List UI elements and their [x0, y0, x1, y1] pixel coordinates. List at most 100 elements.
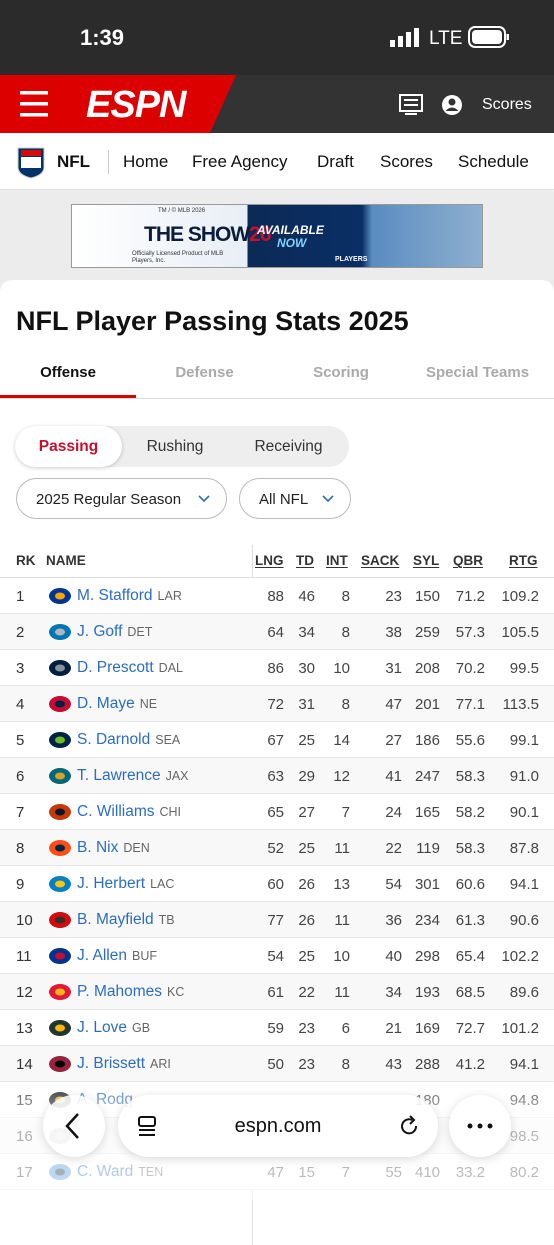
stat-cell: 52 — [267, 840, 284, 857]
stat-cell: 201 — [414, 696, 440, 713]
player-name[interactable]: J. Herbert LAC — [77, 875, 174, 893]
player-link[interactable]: B. Mayfield — [77, 911, 154, 928]
stat-cell: 22 — [298, 984, 315, 1001]
player-name[interactable]: D. Prescott DAL — [77, 659, 183, 677]
player-link[interactable]: P. Mahomes — [77, 983, 163, 1000]
player-name[interactable]: J. Allen BUF — [77, 947, 157, 965]
subtab[interactable]: Rushing — [146, 438, 204, 455]
subtab[interactable]: Receiving — [254, 438, 323, 455]
team-abbr: SEA — [155, 733, 181, 747]
subtab[interactable]: Passing — [15, 426, 122, 467]
espn-header: ESPN Scores — [0, 75, 554, 133]
player-name[interactable]: B. Nix DEN — [77, 839, 150, 857]
rank: 1 — [16, 588, 25, 605]
player-name[interactable]: J. Brissett ARI — [77, 1055, 171, 1073]
table-row: 5 S. Darnold SEA 67 25 14 27 186 55.6 99.1 — [0, 722, 554, 758]
filter-dropdown[interactable]: All NFL — [239, 478, 351, 519]
nav-link[interactable]: Draft — [317, 152, 354, 171]
stat-cell: 14 — [333, 732, 350, 749]
ad-product: THE SHOW26 — [144, 223, 272, 247]
nav-link[interactable]: Free Agency — [192, 152, 288, 171]
stat-cell: 89.6 — [509, 984, 539, 1001]
ad-headline: AVAILABLE — [257, 223, 324, 237]
ad-banner[interactable]: TM / © MLB 2026 THE SHOW26 Officially Li… — [71, 204, 483, 268]
team-abbr: KC — [167, 985, 185, 999]
filter-dropdown[interactable]: 2025 Regular Season — [16, 478, 227, 519]
nav-link[interactable]: Scores — [380, 152, 433, 171]
tab[interactable]: Scoring — [313, 364, 369, 381]
back-button[interactable] — [43, 1095, 105, 1157]
team-abbr: DEN — [123, 841, 150, 855]
espn-logo[interactable]: ESPN — [86, 84, 186, 126]
nfl-shield — [17, 147, 45, 179]
nav-link[interactable]: Home — [123, 152, 169, 171]
team-logo — [49, 984, 71, 1000]
player-link[interactable]: J. Goff — [77, 623, 123, 640]
stat-cell: 90.6 — [509, 912, 539, 929]
column-header[interactable]: INT — [326, 553, 348, 568]
player-name[interactable]: J. Goff DET — [77, 623, 152, 641]
stat-cell: 169 — [414, 1020, 440, 1037]
tab[interactable]: Special Teams — [425, 364, 530, 381]
player-link[interactable]: J. Herbert — [77, 875, 146, 892]
player-link[interactable]: J. Brissett — [77, 1055, 146, 1072]
tab[interactable]: Defense — [175, 364, 234, 381]
filter-label: 2025 Regular Season — [36, 491, 182, 508]
stat-cell: 27 — [298, 804, 315, 821]
player-link[interactable]: D. Prescott — [77, 659, 154, 676]
player-link[interactable]: D. Maye — [77, 695, 135, 712]
team-logo — [49, 624, 71, 640]
stat-cell: 247 — [414, 768, 440, 785]
rank: 6 — [16, 768, 25, 785]
player-link[interactable]: M. Stafford — [77, 587, 153, 604]
stat-cell: 60.6 — [455, 876, 485, 893]
battery-icon — [468, 26, 509, 48]
player-name[interactable]: D. Maye NE — [77, 695, 157, 713]
stat-cell: 288 — [414, 1056, 440, 1073]
menu-button[interactable] — [20, 91, 50, 117]
player-link[interactable]: J. Love — [77, 1019, 127, 1036]
column-header[interactable]: SYL — [413, 553, 440, 568]
team-logo — [49, 912, 71, 928]
table-row: 2 J. Goff DET 64 34 8 38 259 57.3 105.5 — [0, 614, 554, 650]
filter-label: All NFL — [259, 491, 309, 508]
stat-cell: 60 — [267, 876, 284, 893]
tab[interactable]: Offense — [40, 364, 96, 381]
player-name[interactable]: S. Darnold SEA — [77, 731, 180, 749]
profile-icon[interactable] — [441, 94, 463, 116]
stat-cell: 43 — [385, 1056, 402, 1073]
column-header[interactable]: RTG — [509, 553, 538, 568]
player-link[interactable]: J. Allen — [77, 947, 127, 964]
player-name[interactable]: J. Love GB — [77, 1019, 150, 1037]
stat-cell: 61.3 — [455, 912, 485, 929]
rank: 7 — [16, 804, 25, 821]
player-link[interactable]: T. Lawrence — [77, 767, 161, 784]
player-name[interactable]: T. Lawrence JAX — [77, 767, 189, 785]
player-name[interactable]: B. Mayfield TB — [77, 911, 175, 929]
player-link[interactable]: B. Nix — [77, 839, 119, 856]
player-link[interactable]: C. Williams — [77, 803, 155, 820]
stat-cell: 23 — [385, 588, 402, 605]
stat-cell: 11 — [334, 840, 350, 857]
nav-link[interactable]: Schedule — [458, 152, 529, 171]
table-row: 1 M. Stafford LAR 88 46 8 23 150 71.2 109.2 — [0, 578, 554, 614]
stat-cell: 65.4 — [455, 948, 485, 965]
address-bar[interactable]: espn.com — [118, 1095, 438, 1157]
player-name[interactable]: C. Williams CHI — [77, 803, 181, 821]
stat-cell: 208 — [414, 660, 440, 677]
column-header[interactable]: TD — [296, 553, 314, 568]
watch-icon[interactable] — [399, 94, 423, 116]
table-row: 3 D. Prescott DAL 86 30 10 31 208 70.2 99.5 — [0, 650, 554, 686]
more-button[interactable] — [449, 1095, 511, 1157]
player-name[interactable]: M. Stafford LAR — [77, 587, 182, 605]
column-header[interactable]: SACK — [361, 553, 400, 568]
team-abbr: DAL — [158, 661, 183, 675]
stat-cell: 72.7 — [455, 1020, 485, 1037]
column-header[interactable]: QBR — [453, 553, 483, 568]
player-link[interactable]: S. Darnold — [77, 731, 151, 748]
column-header[interactable]: LNG — [255, 553, 284, 568]
scores-link[interactable]: Scores — [482, 96, 532, 113]
divider — [108, 150, 109, 174]
league-name[interactable]: NFL — [57, 152, 91, 171]
player-name[interactable]: P. Mahomes KC — [77, 983, 184, 1001]
